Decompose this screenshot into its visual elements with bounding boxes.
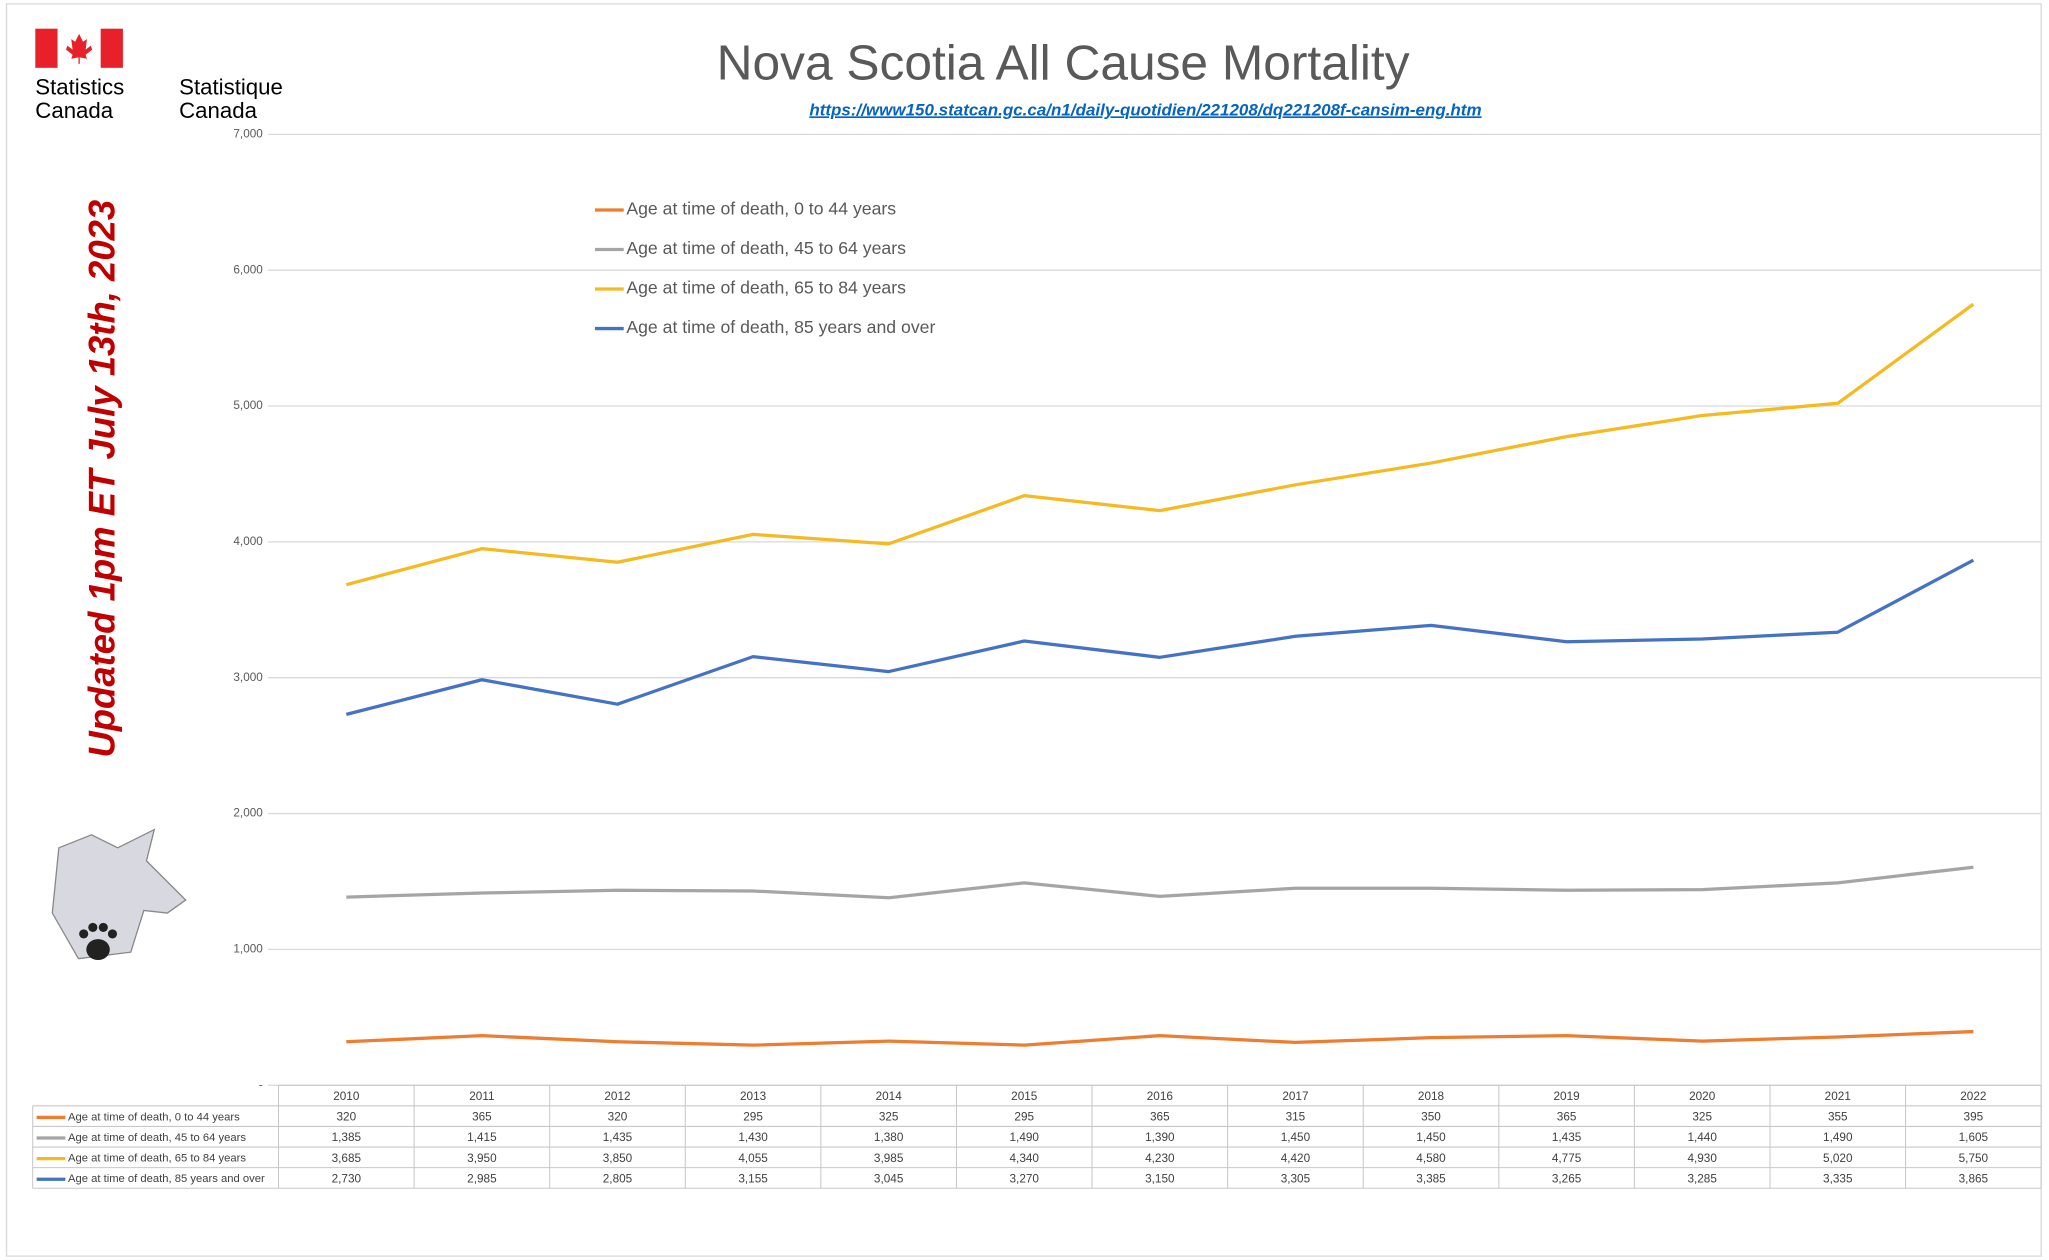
table-value: 1,605 [1959,1131,1989,1144]
y-tick-label: 3,000 [233,671,263,684]
page: Statistics Canada Statistique Canada Nov… [0,0,2049,1260]
table-value: 3,155 [738,1172,768,1185]
x-tick-label: 2020 [1689,1090,1716,1103]
brand-text: Statistics [35,75,124,100]
source-link[interactable]: https://www150.statcan.gc.ca/n1/daily-qu… [809,100,1481,119]
table-value: 365 [1557,1111,1577,1124]
table-value: 4,340 [1010,1152,1040,1165]
flag [35,29,123,68]
table-row-label: Age at time of death, 85 years and over [68,1173,265,1185]
table-value: 2,730 [332,1172,362,1185]
table-value: 3,305 [1281,1172,1311,1185]
chart: Statistics Canada Statistique Canada Nov… [0,0,2049,1260]
y-tick-label: 4,000 [233,535,263,548]
table-value: 1,490 [1823,1131,1853,1144]
table-value: 355 [1828,1111,1848,1124]
x-tick-label: 2016 [1147,1090,1174,1103]
table-value: 4,230 [1145,1152,1175,1165]
x-tick-label: 2015 [1011,1090,1038,1103]
table-value: 2,985 [467,1172,497,1185]
table-value: 3,685 [332,1152,362,1165]
brand-text: Canada [179,98,257,123]
table-value: 2,805 [603,1172,633,1185]
x-tick-label: 2021 [1825,1090,1851,1103]
x-tick-label: 2010 [333,1090,360,1103]
y-tick-label: - [259,1078,263,1091]
table-value: 4,580 [1416,1152,1446,1165]
table-value: 365 [1150,1111,1170,1124]
chart-title: Nova Scotia All Cause Mortality [717,35,1410,91]
table-value: 3,950 [467,1152,497,1165]
table-value: 315 [1286,1111,1306,1124]
table-value: 325 [1692,1111,1712,1124]
table-value: 3,265 [1552,1172,1582,1185]
x-tick-label: 2012 [604,1090,630,1103]
table-value: 365 [472,1111,492,1124]
table-value: 3,985 [874,1152,904,1165]
y-tick-label: 1,000 [233,942,263,955]
table-value: 3,335 [1823,1172,1853,1185]
table-row-label: Age at time of death, 45 to 64 years [68,1132,246,1144]
table-value: 5,020 [1823,1152,1853,1165]
table-value: 4,420 [1281,1152,1311,1165]
table-value: 1,450 [1281,1131,1311,1144]
table-value: 350 [1421,1111,1441,1124]
table-value: 295 [1014,1111,1034,1124]
table-value: 1,490 [1010,1131,1040,1144]
table-value: 5,750 [1959,1152,1989,1165]
table-value: 320 [608,1111,628,1124]
legend-label: Age at time of death, 65 to 84 years [626,278,906,298]
table-value: 1,430 [738,1131,768,1144]
y-tick-label: 6,000 [233,263,263,276]
y-tick-label: 2,000 [233,807,263,820]
x-tick-label: 2017 [1282,1090,1308,1103]
x-tick-label: 2014 [876,1090,903,1103]
table-value: 1,450 [1416,1131,1446,1144]
table-value: 4,775 [1552,1152,1582,1165]
table-value: 395 [1964,1111,1984,1124]
frame [7,4,2042,1256]
table-value: 295 [743,1111,763,1124]
brand-text: Canada [35,98,113,123]
table-value: 3,270 [1010,1172,1040,1185]
table-value: 1,435 [603,1131,633,1144]
table-value: 1,415 [467,1131,497,1144]
table-value: 1,435 [1552,1131,1582,1144]
y-tick-label: 5,000 [233,399,263,412]
table-value: 3,285 [1687,1172,1717,1185]
x-tick-label: 2018 [1418,1090,1445,1103]
x-tick-label: 2011 [469,1090,494,1103]
legend-label: Age at time of death, 45 to 64 years [626,238,906,258]
y-tick-label: 7,000 [233,127,263,140]
brand-text: Statistique [179,75,283,100]
table-value: 1,390 [1145,1131,1175,1144]
table-value: 1,380 [874,1131,904,1144]
x-tick-label: 2013 [740,1090,767,1103]
x-tick-label: 2019 [1554,1090,1580,1103]
legend-label: Age at time of death, 85 years and over [626,317,935,337]
table-value: 4,055 [738,1152,768,1165]
table-value: 1,385 [332,1131,362,1144]
table-row-label: Age at time of death, 0 to 44 years [68,1111,240,1123]
update-note: Updated 1pm ET July 13th, 2023 [81,200,122,758]
table-value: 3,850 [603,1152,633,1165]
table-value: 3,150 [1145,1172,1175,1185]
legend-label: Age at time of death, 0 to 44 years [626,199,896,219]
table-row-label: Age at time of death, 65 to 84 years [68,1153,246,1165]
table-value: 3,045 [874,1172,904,1185]
table-value: 3,385 [1416,1172,1446,1185]
table-value: 1,440 [1687,1131,1717,1144]
table-value: 4,930 [1687,1152,1717,1165]
table-value: 320 [336,1111,356,1124]
table-value: 325 [879,1111,899,1124]
x-tick-label: 2022 [1960,1090,1986,1103]
table-value: 3,865 [1959,1172,1989,1185]
